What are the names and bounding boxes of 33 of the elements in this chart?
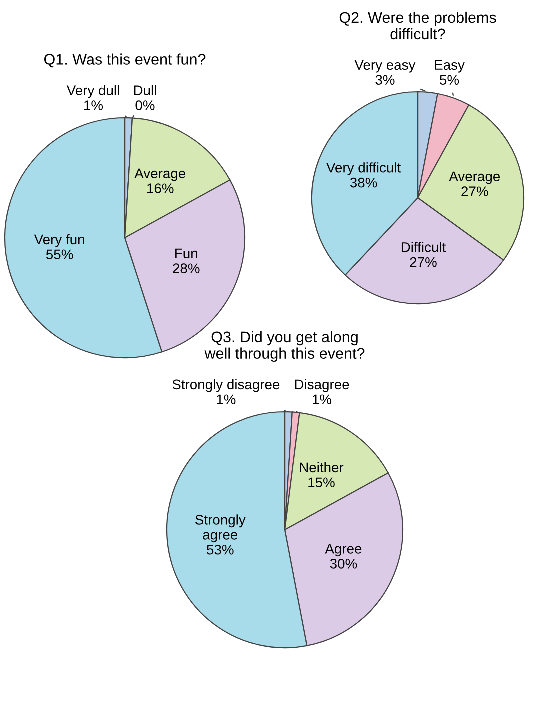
slice-label: Very dull: [66, 85, 120, 98]
slice-label: Average: [449, 172, 500, 184]
data-label: 1%: [84, 100, 104, 110]
data-label: 5%: [440, 75, 460, 86]
slice-label: Strongly disagree: [172, 379, 280, 392]
chart-title: Q3. Did you get along well through this event?: [204, 331, 365, 362]
slice-label: Very easy: [354, 60, 416, 73]
data-label: 30%: [330, 559, 358, 569]
data-label: 1%: [313, 394, 332, 404]
slice-label: Difficult: [402, 242, 446, 252]
text: 0%: [136, 100, 155, 110]
data-label: 1%: [217, 394, 236, 404]
slice-label: Easy: [435, 60, 465, 73]
slice-label: Agree: [325, 544, 362, 557]
slice-label: Strongly agree: [196, 514, 246, 543]
data-label: 16%: [148, 184, 174, 194]
slice-label: Very fun: [34, 234, 84, 248]
data-label: 53%: [207, 544, 234, 555]
data-label: 27%: [462, 186, 488, 196]
data-label: 28%: [173, 264, 200, 274]
chart-title: Q2. Were the problems difficult?: [340, 12, 496, 40]
slice-label: Neither: [300, 462, 344, 473]
chart-title: Q1. Was this event fun?: [44, 54, 206, 68]
data-label: 27%: [410, 257, 437, 268]
slice-label: Average: [134, 168, 186, 182]
slice-label: Very difficult: [326, 162, 402, 176]
slice-label: Fun: [176, 248, 198, 259]
data-label: 3%: [376, 75, 395, 86]
category-label: Dull: [134, 85, 156, 96]
data-label: 38%: [350, 178, 378, 188]
slice-label: Disagree: [295, 379, 350, 392]
data-label: 55%: [46, 250, 74, 260]
data-label: 15%: [308, 478, 335, 488]
